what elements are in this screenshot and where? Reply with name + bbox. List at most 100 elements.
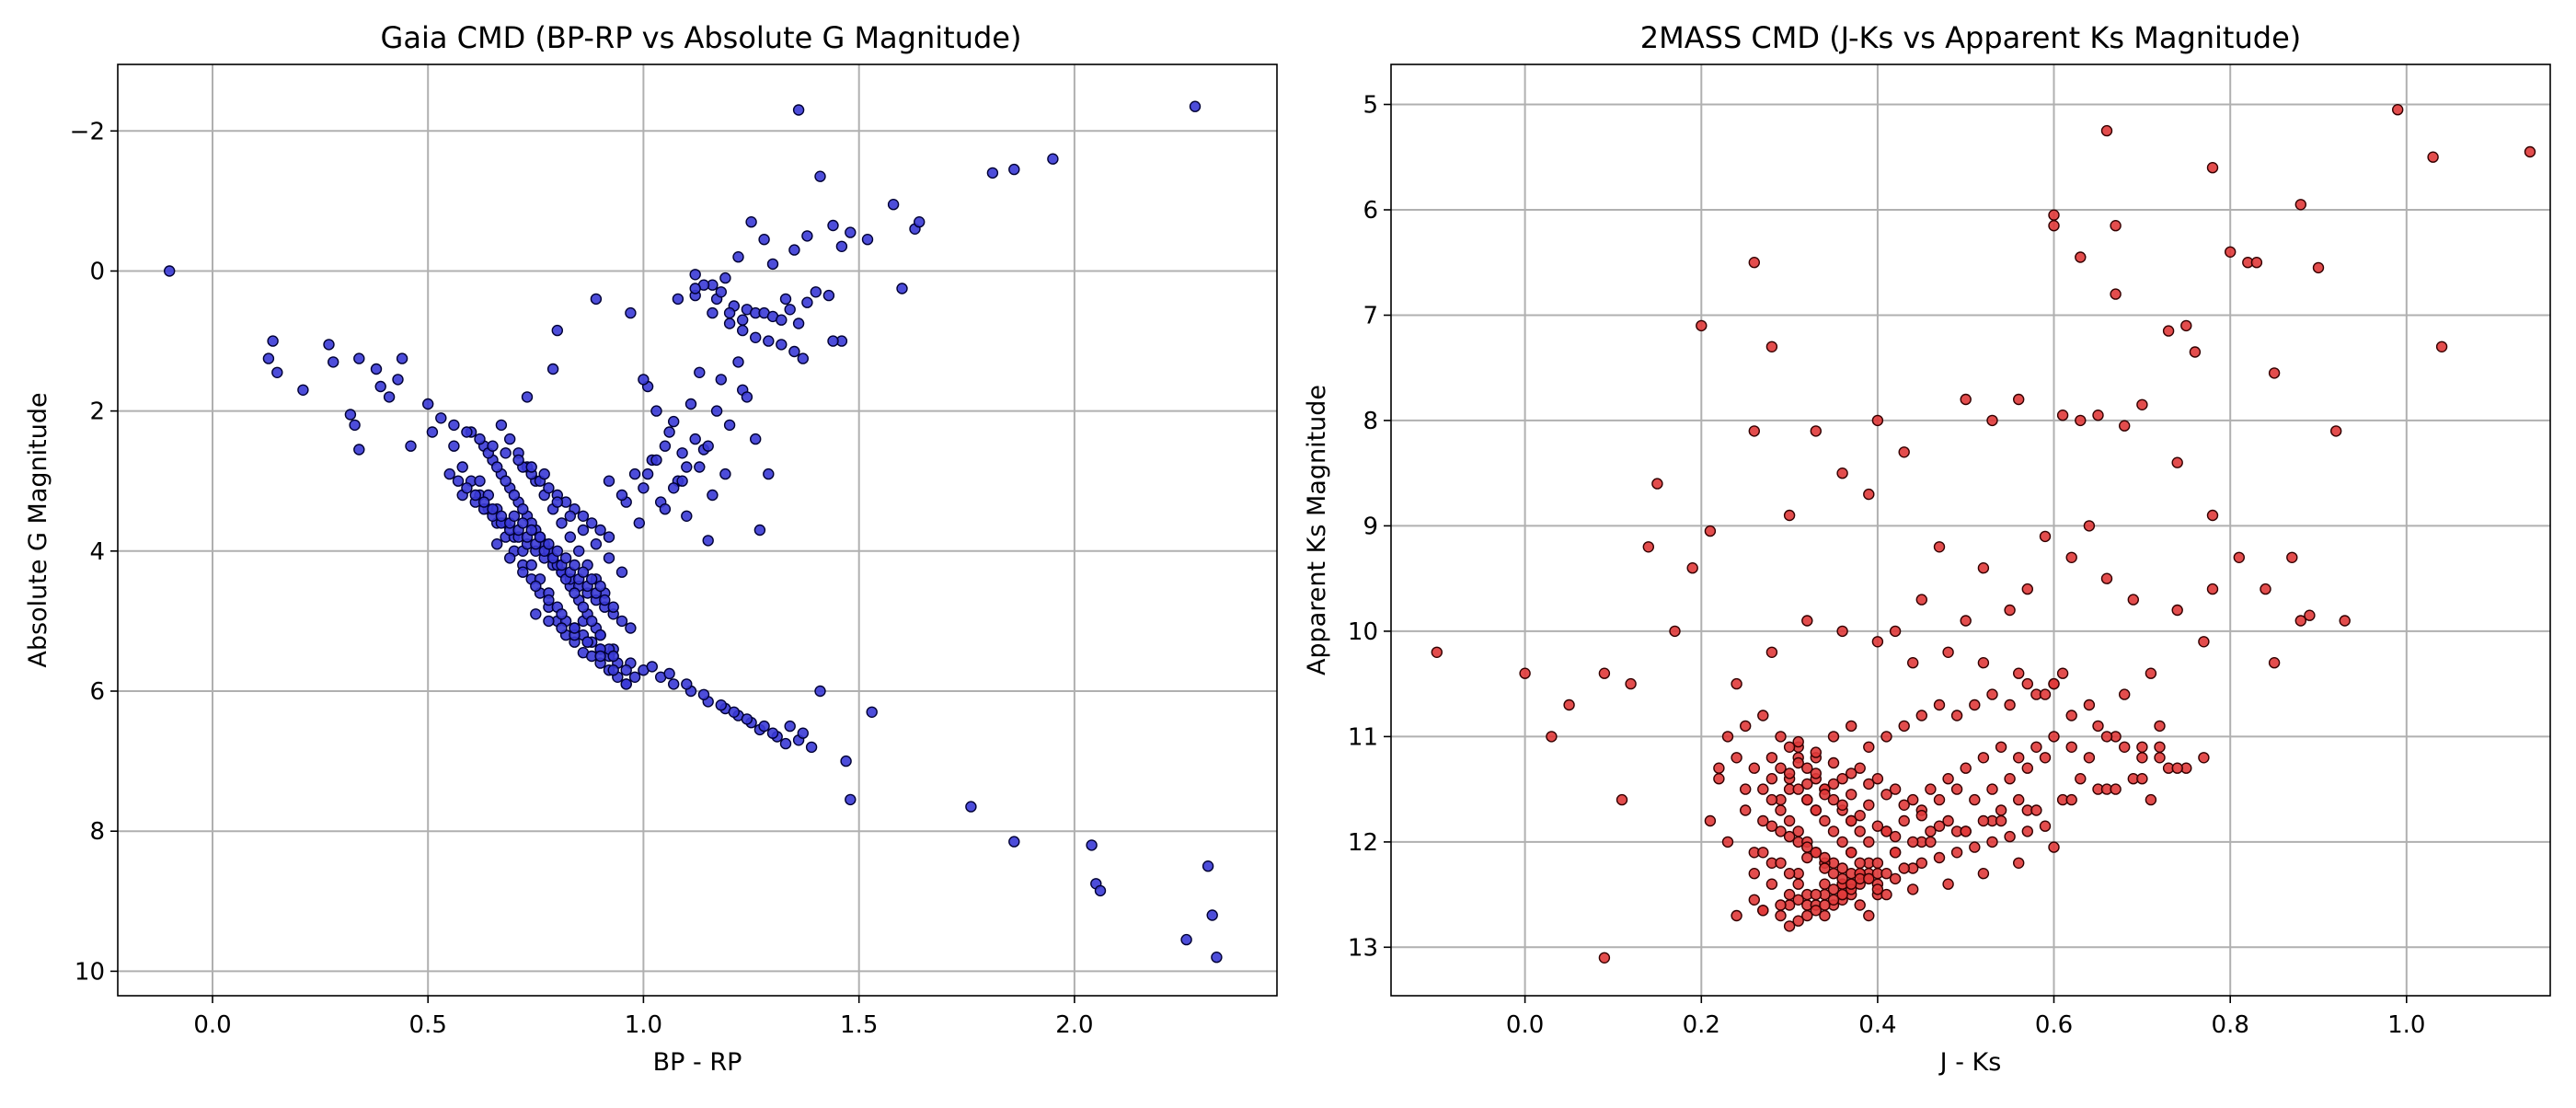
data-point	[1783, 768, 1796, 779]
gaia-cmd-chart: Gaia CMD (BP-RP vs Absolute G Magnitude)…	[24, 20, 1278, 1077]
y-tick-label: 0	[89, 259, 105, 286]
data-point	[577, 524, 590, 537]
data-point	[1986, 783, 1998, 795]
data-point	[2268, 657, 2281, 669]
data-point	[353, 352, 365, 364]
data-point	[607, 650, 619, 663]
data-point	[1783, 868, 1796, 880]
data-point	[814, 170, 826, 182]
data-point	[792, 104, 805, 116]
data-point	[2056, 667, 2069, 679]
data-point	[607, 601, 619, 613]
y-tick-label: 6	[1363, 197, 1378, 225]
data-point	[896, 283, 908, 294]
data-point	[1713, 773, 1725, 785]
data-point	[1211, 951, 1223, 964]
data-point	[1686, 562, 1698, 574]
data-point	[814, 685, 826, 698]
x-axis-ticks: 0.0 0.5 1.0 1.5 2.0	[193, 996, 1094, 1039]
data-point	[1969, 841, 1981, 853]
data-point	[2065, 710, 2077, 721]
x-tick-label: 0.8	[2212, 1011, 2249, 1039]
data-point	[737, 324, 749, 337]
data-point	[1801, 762, 1813, 774]
data-point	[641, 467, 654, 480]
y-tick-label: 2	[89, 398, 105, 426]
data-point	[474, 433, 486, 445]
data-point	[594, 650, 606, 663]
data-point	[681, 461, 693, 473]
data-point	[2286, 551, 2298, 563]
data-point	[1836, 773, 1848, 785]
data-point	[383, 391, 396, 403]
data-point	[1880, 789, 1892, 801]
data-point	[1546, 731, 1558, 743]
data-point	[1880, 731, 1892, 743]
data-point	[1748, 762, 1761, 774]
data-point	[2171, 762, 2183, 774]
data-point	[323, 339, 335, 351]
data-point	[1854, 899, 1866, 911]
data-point	[1942, 646, 1954, 658]
data-point	[2524, 145, 2536, 158]
data-point	[758, 234, 770, 246]
data-point	[353, 444, 365, 456]
data-point	[1810, 888, 1823, 901]
data-point	[1845, 720, 1857, 733]
data-point	[603, 531, 615, 543]
data-point	[1880, 825, 1892, 837]
data-point	[1801, 841, 1813, 853]
data-point	[776, 339, 788, 351]
data-point	[1765, 752, 1778, 764]
data-point	[625, 622, 637, 634]
data-point	[784, 720, 796, 733]
data-point	[1775, 762, 1787, 774]
data-point	[1792, 825, 1804, 837]
data-point	[1863, 836, 1875, 848]
data-point	[1775, 731, 1787, 743]
data-point	[551, 324, 563, 337]
data-point	[590, 293, 603, 306]
data-point	[827, 335, 839, 347]
data-point	[508, 489, 521, 502]
data-point	[668, 678, 680, 690]
data-point	[1094, 884, 1107, 897]
plot-frame	[1390, 63, 2551, 997]
data-point	[1765, 646, 1778, 658]
x-tick-label: 1.0	[2387, 1011, 2425, 1039]
data-point	[599, 594, 611, 606]
data-point	[564, 510, 576, 522]
data-point	[1915, 810, 1928, 822]
data-point	[491, 538, 503, 550]
data-point	[538, 467, 550, 480]
data-point	[1863, 872, 1875, 885]
y-tick-label: 6	[89, 678, 105, 706]
data-point	[1819, 814, 1831, 827]
data-point	[586, 615, 598, 628]
data-point	[1950, 710, 1963, 721]
data-point	[615, 489, 628, 502]
data-point	[1625, 677, 1637, 690]
data-point	[500, 447, 512, 459]
data-point	[1880, 888, 1892, 901]
data-point	[2329, 425, 2342, 437]
data-point	[1827, 883, 1840, 895]
data-point	[672, 293, 684, 306]
data-point	[732, 356, 744, 368]
data-point	[521, 391, 534, 403]
data-point	[262, 352, 275, 364]
data-point	[2075, 414, 2087, 427]
data-point	[2206, 161, 2219, 174]
data-point	[779, 737, 792, 750]
data-point	[1986, 836, 1998, 848]
data-point	[2092, 720, 2104, 733]
data-point	[2075, 773, 2087, 785]
data-point	[1765, 773, 1778, 785]
data-point	[543, 482, 555, 494]
data-point	[2312, 261, 2325, 274]
data-point	[625, 306, 637, 319]
data-point	[1898, 720, 1910, 733]
data-point	[594, 629, 606, 641]
data-point	[1008, 836, 1020, 848]
data-point	[1792, 735, 1804, 748]
